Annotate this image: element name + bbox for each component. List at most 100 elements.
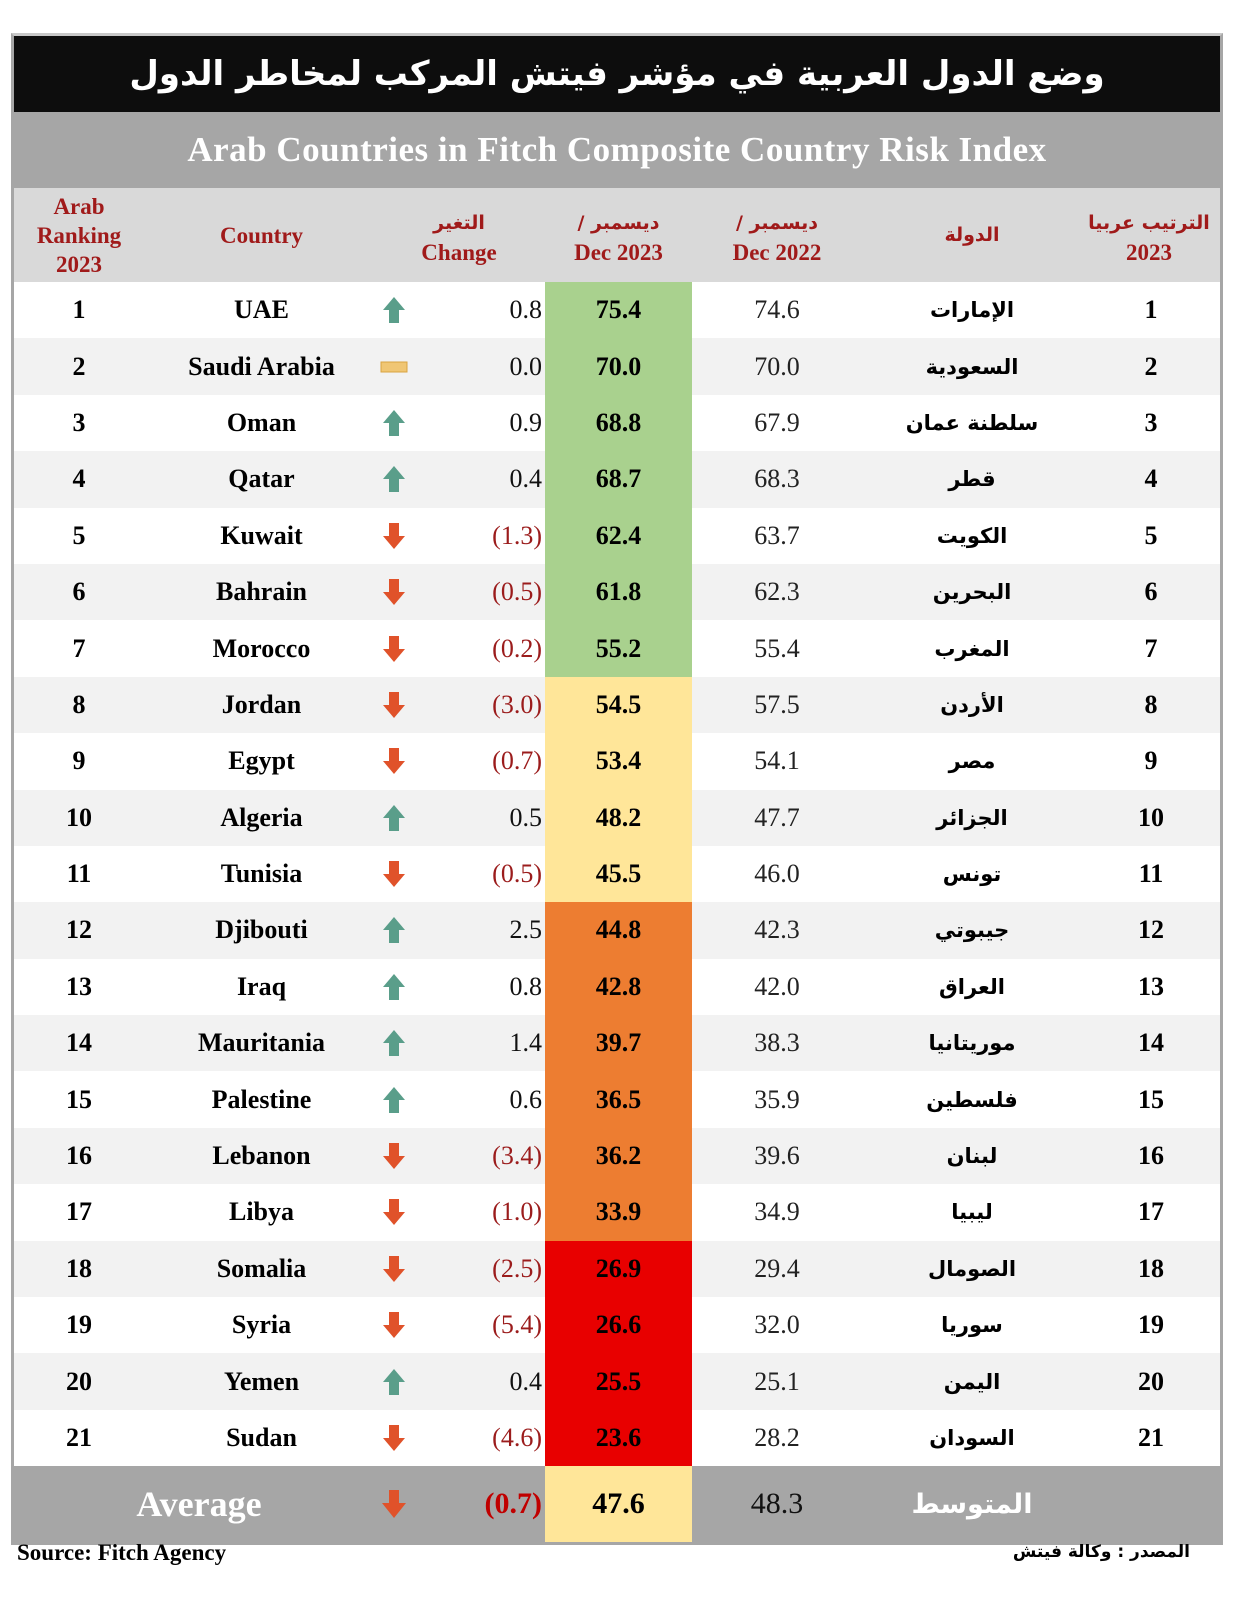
country-name-arabic: موريتانيا [928, 1031, 1016, 1056]
country-name-arabic: فلسطين [926, 1087, 1018, 1112]
header-ranking-ar-label: الترتيب عربيا [1088, 212, 1210, 234]
average-label: Average [136, 1484, 262, 1525]
arrow-down-icon [374, 1241, 414, 1297]
change-value: 1.4 [509, 1028, 543, 1058]
header-country: Country [144, 188, 379, 282]
title-english: Arab Countries in Fitch Composite Countr… [14, 112, 1220, 188]
title-arabic: وضع الدول العربية في مؤشر فيتش المركب لم… [14, 36, 1220, 112]
arab-ranking-right: 14 [1138, 1028, 1164, 1058]
change-value: (0.2) [492, 633, 542, 663]
arrow-up-icon [374, 790, 414, 846]
country-name: Qatar [228, 464, 295, 494]
table-row: 1 UAE 0.8 75.4 74.6 الإمارات 1 [14, 282, 1220, 339]
country-name: Egypt [228, 746, 295, 776]
arab-ranking-right: 15 [1138, 1084, 1164, 1114]
country-name-arabic: السودان [929, 1426, 1015, 1450]
score-dec-2023: 36.5 [545, 1071, 692, 1128]
change-value: 0.9 [509, 407, 543, 437]
score-dec-2022: 47.7 [754, 802, 800, 832]
arab-ranking-right: 8 [1144, 689, 1158, 719]
arrow-up-icon [374, 1015, 414, 1071]
table-row: 15 Palestine 0.6 36.5 35.9 فلسطين 15 [14, 1071, 1220, 1128]
change-value: 0.6 [509, 1084, 543, 1114]
arrow-down-icon [374, 1297, 414, 1353]
arrow-down-icon [374, 564, 414, 620]
arab-ranking-right: 5 [1144, 520, 1158, 550]
arab-ranking: 19 [66, 1310, 92, 1340]
arab-ranking-right: 1 [1144, 295, 1158, 325]
score-dec-2023: 42.8 [545, 958, 692, 1016]
arab-ranking: 13 [66, 971, 92, 1001]
score-dec-2023: 45.5 [545, 845, 692, 903]
country-name: Bahrain [215, 577, 308, 607]
average-dec-2023: 47.6 [545, 1466, 692, 1543]
arab-ranking-right: 20 [1138, 1366, 1164, 1396]
arab-ranking: 17 [66, 1197, 92, 1227]
country-name: Morocco [212, 633, 311, 663]
change-value: 0.0 [509, 351, 543, 381]
country-name: Algeria [220, 802, 303, 832]
header-country-ar-label: الدولة [944, 223, 1000, 246]
change-value: 0.8 [509, 295, 543, 325]
header-dec-2023: ديسمبر / Dec 2023 [545, 188, 692, 282]
country-name-arabic: سوريا [941, 1313, 1003, 1338]
score-dec-2023: 36.2 [545, 1127, 692, 1185]
arab-ranking-right: 10 [1138, 802, 1164, 832]
header-arab-ranking-line3: 2023 [56, 251, 102, 277]
score-dec-2022: 62.3 [754, 577, 800, 607]
header-arab-ranking: Arab Ranking 2023 [14, 188, 144, 282]
score-dec-2022: 63.7 [754, 520, 800, 550]
arrow-up-icon [374, 282, 414, 338]
arab-ranking-right: 19 [1138, 1310, 1164, 1340]
header-change: التغير Change [379, 188, 539, 282]
header-ranking-ar-year: 2023 [1126, 240, 1172, 265]
arab-ranking: 18 [66, 1253, 92, 1283]
arab-ranking: 21 [66, 1423, 92, 1452]
country-name-arabic: اليمن [943, 1369, 1001, 1394]
arab-ranking: 2 [72, 351, 86, 381]
score-dec-2023: 44.8 [545, 902, 692, 959]
arrow-up-icon [374, 1071, 414, 1127]
table-header: Arab Ranking 2023 Country التغير Change … [14, 188, 1220, 282]
country-name: Libya [228, 1197, 295, 1227]
country-name-arabic: الصومال [927, 1256, 1017, 1281]
change-value: (1.0) [492, 1197, 542, 1227]
table-row: 14 Mauritania 1.4 39.7 38.3 موريتانيا 14 [14, 1015, 1220, 1072]
country-name-arabic: الإمارات [929, 298, 1015, 323]
score-dec-2022: 68.3 [754, 464, 800, 494]
average-dec-2022: 48.3 [692, 1466, 862, 1543]
table-row: 7 Morocco (0.2) 55.2 55.4 المغرب 7 [14, 620, 1220, 677]
score-dec-2022: 29.4 [754, 1253, 800, 1283]
change-value: (0.7) [492, 746, 542, 776]
arab-ranking-right: 7 [1144, 633, 1158, 663]
arab-ranking: 10 [66, 802, 92, 832]
score-dec-2022: 57.5 [754, 689, 800, 719]
score-dec-2022: 55.4 [754, 633, 800, 663]
arab-ranking: 9 [72, 746, 86, 776]
score-dec-2022: 42.0 [754, 971, 800, 1001]
change-value: (0.5) [492, 859, 542, 889]
header-country-label: Country [219, 222, 304, 248]
score-dec-2023: 26.6 [545, 1297, 692, 1354]
score-dec-2023: 23.6 [545, 1409, 692, 1467]
table-row: 18 Somalia (2.5) 26.9 29.4 الصومال 18 [14, 1240, 1220, 1298]
score-dec-2022: 70.0 [754, 351, 800, 381]
header-dec-2022-ar: ديسمبر / [735, 212, 819, 234]
arab-ranking-right: 9 [1144, 746, 1158, 776]
arrow-down-icon [374, 1184, 414, 1240]
arab-ranking-right: 17 [1138, 1197, 1164, 1227]
arrow-down-icon [374, 1410, 414, 1466]
average-change: (0.7) [484, 1487, 542, 1521]
source-english: Source: Fitch Agency [17, 1540, 227, 1565]
country-name-arabic: مصر [948, 749, 996, 774]
country-name-arabic: السعودية [925, 354, 1019, 379]
arab-ranking-right: 16 [1138, 1141, 1164, 1171]
country-name: Djibouti [215, 915, 308, 945]
country-name-arabic: البحرين [932, 580, 1012, 605]
header-arab-ranking-line2: Ranking [36, 222, 122, 248]
country-name: Yemen [223, 1366, 300, 1396]
score-dec-2023: 53.4 [545, 733, 692, 790]
country-name-arabic: العراق [939, 974, 1005, 999]
header-country-arabic: الدولة [862, 188, 1082, 282]
score-dec-2022: 28.2 [754, 1423, 800, 1452]
